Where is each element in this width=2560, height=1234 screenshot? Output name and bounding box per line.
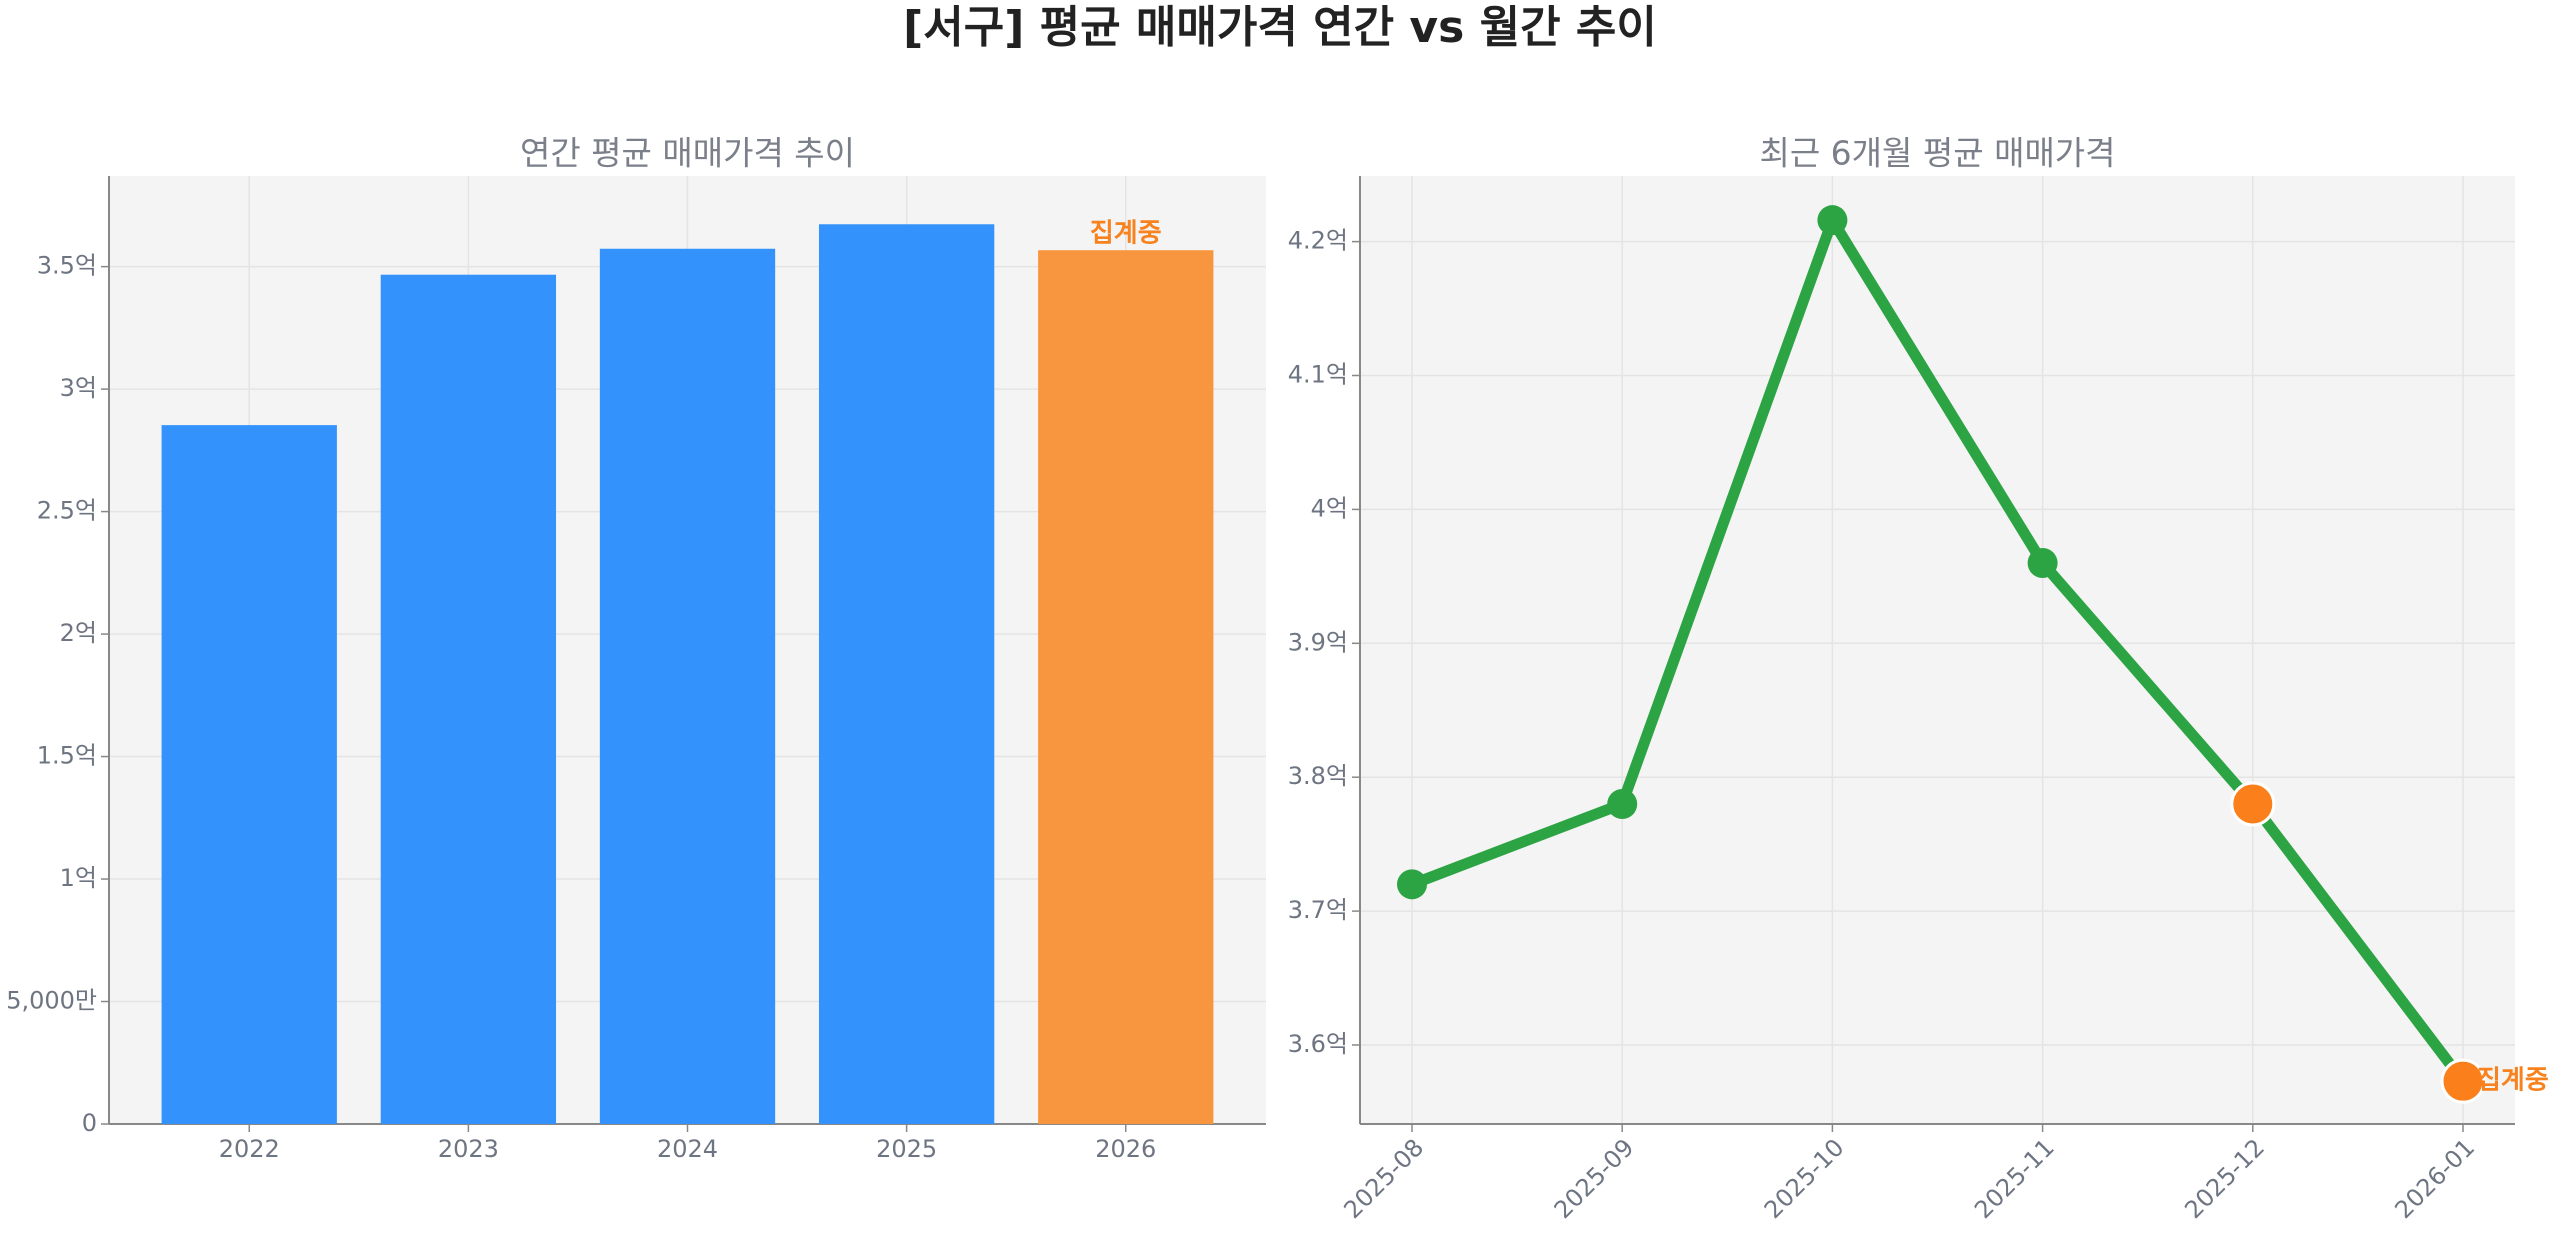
annotation: 집계중 — [2477, 1066, 2549, 1096]
y-tick-label: 2억 — [60, 619, 97, 647]
x-tick-label: 2025-11 — [1969, 1133, 2060, 1224]
x-tick-label: 2025-10 — [1759, 1133, 1850, 1224]
y-tick-label: 3.9억 — [1288, 628, 1348, 656]
y-tick-label: 3.6억 — [1288, 1030, 1348, 1058]
bar — [599, 248, 776, 1125]
x-tick-label: 2026-01 — [2389, 1133, 2480, 1224]
y-tick-label: 1억 — [60, 864, 97, 892]
annotation: 집계중 — [1090, 219, 1162, 249]
plot-area — [1360, 176, 2515, 1124]
y-tick-label: 1.5억 — [37, 742, 97, 770]
y-tick-label: 3억 — [60, 374, 97, 402]
bar — [818, 224, 995, 1124]
x-tick-label: 2024 — [657, 1135, 718, 1163]
x-tick-label: 2025-09 — [1549, 1133, 1640, 1224]
y-tick-label: 5,000만 — [6, 987, 97, 1015]
point — [2440, 1058, 2486, 1104]
y-tick-label: 0 — [82, 1109, 97, 1137]
subplot-title: 최근 6개월 평균 매매가격 — [1759, 134, 2115, 173]
bar — [161, 425, 337, 1124]
bar — [1038, 250, 1214, 1124]
x-tick-label: 2023 — [438, 1135, 499, 1163]
point — [1817, 205, 1848, 236]
x-tick-label: 2025 — [876, 1135, 937, 1163]
y-tick-label: 2.5억 — [37, 497, 97, 525]
x-tick-label: 2026 — [1095, 1135, 1156, 1163]
subplot-title: 연간 평균 매매가격 추이 — [520, 134, 855, 173]
point — [2230, 781, 2276, 827]
y-tick-label: 3.5억 — [37, 252, 97, 280]
y-tick-label: 4.2억 — [1288, 227, 1348, 255]
x-tick-label: 2022 — [219, 1135, 280, 1163]
y-tick-label: 3.7억 — [1288, 896, 1348, 924]
bar — [380, 274, 557, 1125]
x-tick-label: 2025-12 — [2179, 1133, 2270, 1224]
y-tick-label: 4.1억 — [1288, 361, 1348, 389]
y-tick-label: 4억 — [1311, 494, 1348, 522]
point — [1397, 869, 1427, 900]
point — [2027, 547, 2058, 578]
point — [1607, 788, 1638, 819]
line — [1410, 214, 2468, 1085]
x-tick-label: 2025-08 — [1338, 1133, 1429, 1224]
y-tick-label: 3.8억 — [1288, 762, 1348, 790]
figure-title: [서구] 평균 매매가격 연간 vs 월간 추이 — [903, 2, 1657, 53]
